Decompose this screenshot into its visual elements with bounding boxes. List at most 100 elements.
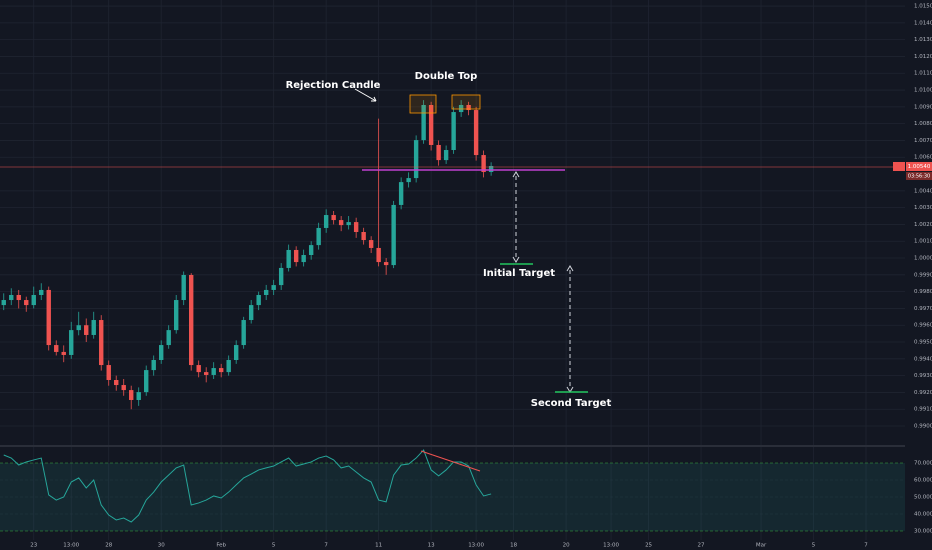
rsi-line: [3, 449, 492, 523]
x-tick-label: 5: [812, 543, 816, 549]
candle-body: [241, 320, 246, 346]
annotation: Initial Target: [483, 268, 555, 279]
candle-body: [114, 379, 119, 386]
y-tick-label: 1.01300: [914, 37, 932, 43]
candle-body: [316, 227, 321, 246]
candle-body: [256, 294, 261, 306]
candle-body: [84, 325, 89, 335]
candle-body: [218, 368, 224, 373]
panel-divider: [0, 445, 905, 447]
candle-body: [263, 289, 269, 295]
x-tick-label: 13:00: [468, 543, 484, 549]
rsi-band: [0, 462, 905, 531]
y-tick-label: 1.01200: [914, 54, 932, 60]
candle-body: [436, 144, 441, 161]
candle-body: [54, 345, 59, 352]
y-tick-label: 1.00100: [914, 239, 932, 245]
candle-body: [458, 104, 464, 113]
candle-body: [361, 231, 366, 241]
candle-body: [473, 110, 479, 156]
candle-body: [211, 368, 216, 375]
arrow: [354, 88, 377, 102]
candle-body: [451, 112, 456, 151]
candle-body: [159, 345, 164, 361]
candle-body: [91, 320, 96, 335]
y-tick-label: 60.0000: [914, 477, 932, 483]
candle-body: [428, 104, 434, 145]
y-tick-label: 70.0000: [914, 460, 932, 466]
y-tick-label: 1.00900: [914, 104, 932, 110]
candle-body: [248, 305, 254, 321]
x-tick-label: 11: [375, 543, 382, 549]
candle-body: [203, 372, 209, 375]
candle-body: [443, 150, 449, 161]
candle-body: [233, 345, 239, 361]
countdown-label: 03:56:30: [908, 174, 930, 180]
arrow-head: [512, 171, 520, 263]
candle-body: [346, 222, 351, 226]
candle-body: [368, 240, 374, 248]
plot: [1, 100, 494, 523]
y-tick-label: 50.0000: [914, 494, 932, 500]
candle-body: [46, 289, 51, 346]
candle-body: [466, 104, 471, 111]
candle-body: [76, 325, 81, 331]
candle-body: [353, 222, 359, 232]
candle-body: [278, 267, 284, 286]
candle-body: [413, 140, 419, 179]
x-tick-label: 30: [158, 543, 165, 549]
candle-body: [488, 165, 494, 173]
candle-body: [188, 275, 194, 366]
annotation: Double Top: [415, 71, 478, 82]
arrow-head: [371, 96, 377, 102]
candle-body: [421, 104, 426, 141]
y-tick-label: 1.00400: [914, 188, 932, 194]
candle-body: [16, 294, 21, 301]
y-tick-label: 1.00300: [914, 205, 932, 211]
x-tick-label: 5: [272, 543, 276, 549]
y-tick-label: 1.00800: [914, 121, 932, 127]
candle-body: [406, 178, 411, 183]
candle-body: [69, 330, 74, 355]
x-tick-label: 23: [30, 543, 37, 549]
candle-body: [308, 245, 314, 256]
candle-body: [99, 320, 104, 366]
x-tick-label: 13:00: [603, 543, 619, 549]
candle-body: [174, 300, 179, 331]
candle-body: [301, 255, 306, 263]
candle-body: [391, 204, 396, 266]
top-box: [451, 94, 481, 110]
candle-body: [286, 249, 291, 268]
x-tick-label: 7: [864, 543, 868, 549]
x-tick-label: 13:00: [63, 543, 79, 549]
y-tick-label: 0.99000: [914, 424, 932, 430]
candle-body: [481, 155, 486, 173]
candle-body: [166, 330, 171, 346]
countdown-tag: [906, 172, 932, 180]
x-tick-label: 27: [698, 543, 705, 549]
candle-body: [398, 182, 404, 205]
rsi-trendline: [420, 450, 481, 472]
x-tick-label: 13: [428, 543, 435, 549]
candle-body: [61, 351, 66, 355]
candle-body: [1, 300, 6, 306]
annotation: Second Target: [531, 398, 612, 409]
change-tag: [893, 162, 905, 171]
candle-body: [39, 289, 44, 295]
y-tick-label: 30.0000: [914, 528, 932, 534]
grid: [0, 0, 905, 540]
x-tick-label: 7: [324, 543, 328, 549]
candle-body: [129, 390, 134, 400]
x-tick-label: 25: [645, 543, 652, 549]
top-box: [409, 94, 437, 114]
y-tick-label: 1.01000: [914, 88, 932, 94]
